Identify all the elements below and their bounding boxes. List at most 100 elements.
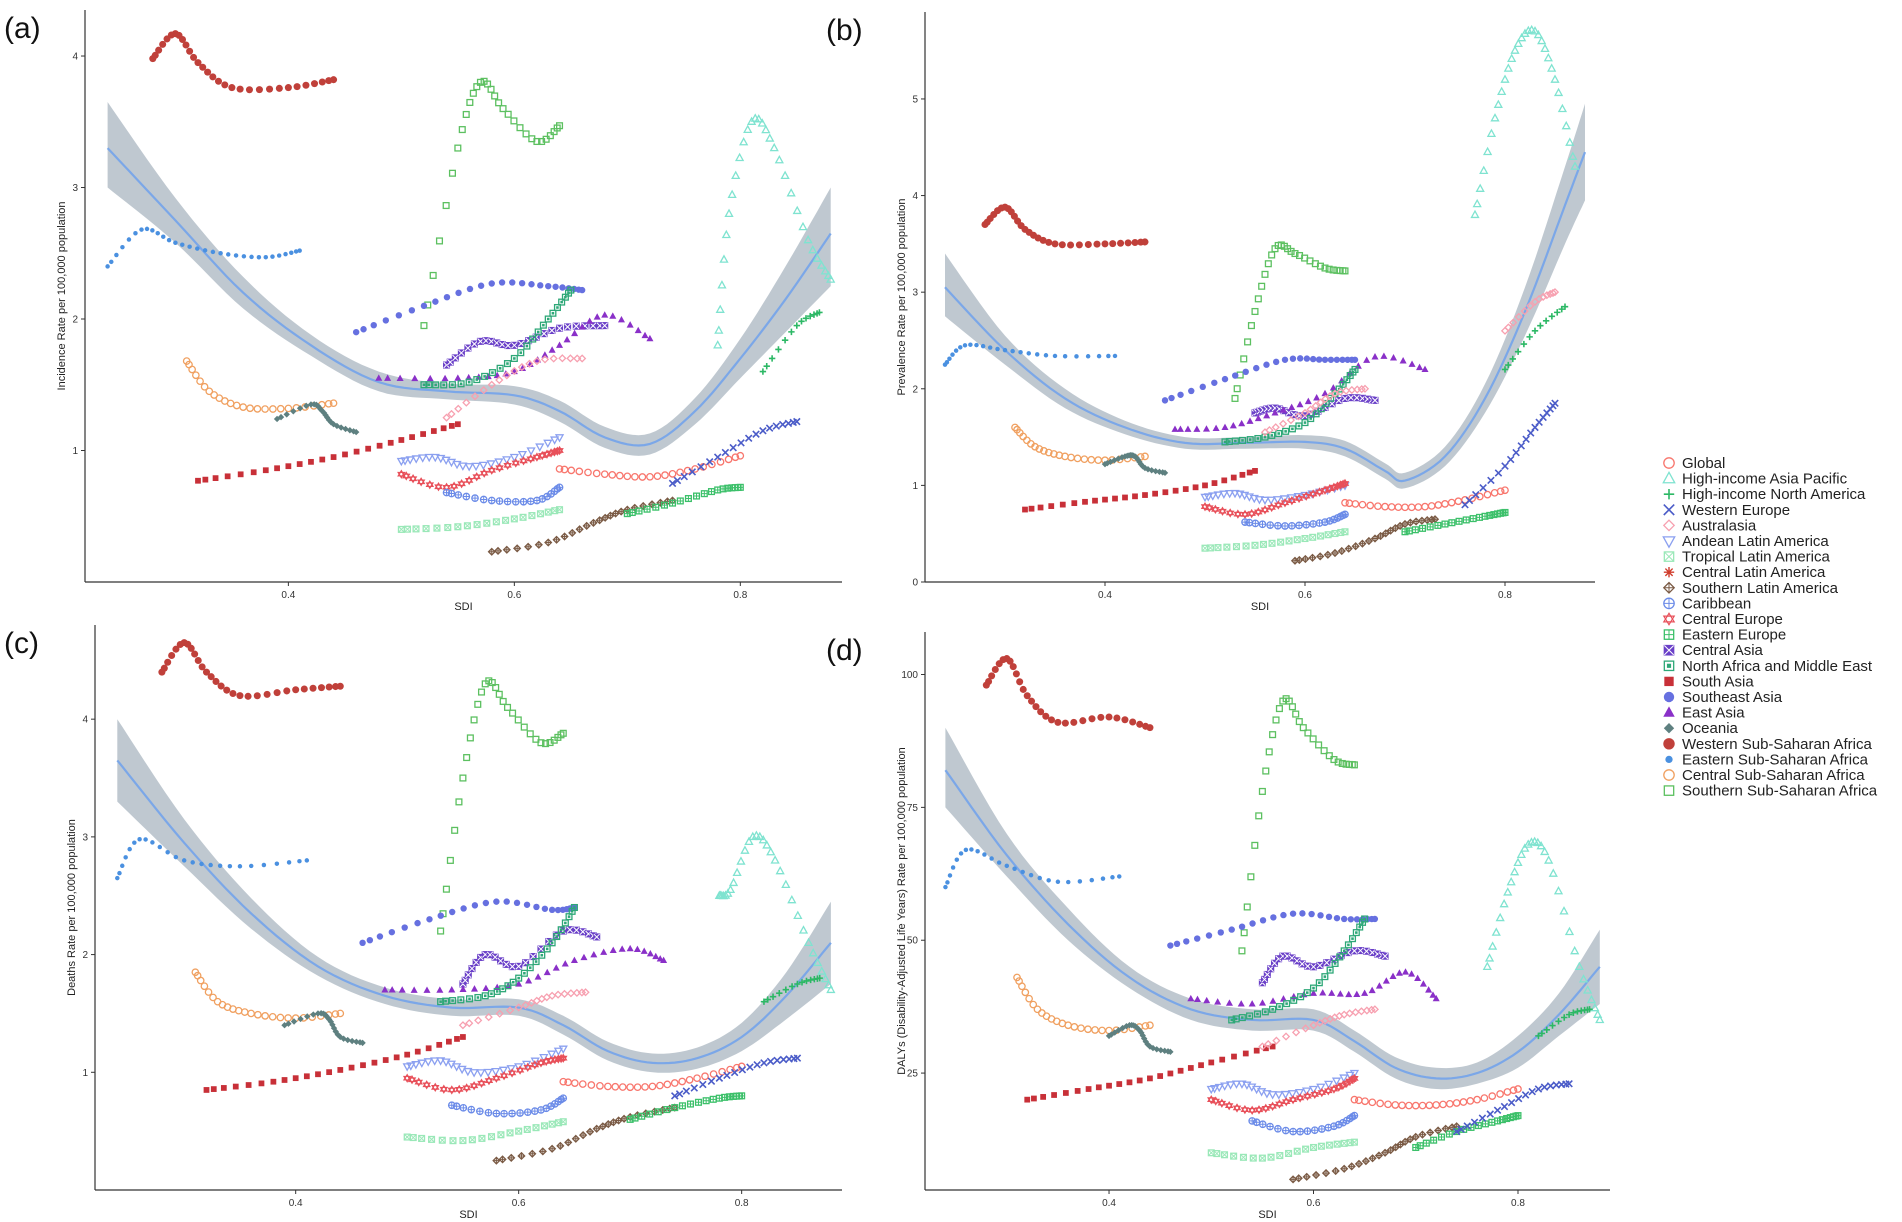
data-point xyxy=(1230,474,1237,481)
data-point xyxy=(317,684,325,692)
data-point xyxy=(281,1022,288,1029)
data-point xyxy=(1347,394,1355,402)
data-point xyxy=(192,371,200,380)
data-point xyxy=(580,953,588,961)
data-point xyxy=(1536,840,1546,850)
data-point xyxy=(1089,877,1095,883)
data-point xyxy=(510,515,518,523)
series-western-europe xyxy=(1452,1079,1573,1136)
data-point xyxy=(1308,910,1315,918)
series-oceania xyxy=(281,1010,366,1047)
data-point xyxy=(1469,515,1477,523)
data-point xyxy=(1251,519,1260,528)
data-point xyxy=(1481,1120,1489,1128)
data-point xyxy=(1026,351,1031,356)
data-point xyxy=(680,472,689,481)
data-point xyxy=(337,1067,344,1073)
data-point xyxy=(1098,1026,1106,1035)
series-caribbean xyxy=(447,1094,568,1118)
data-point xyxy=(1366,501,1375,510)
data-point xyxy=(1224,1100,1234,1111)
data-point xyxy=(459,774,467,782)
data-point xyxy=(503,360,511,368)
series-high-income-north-america xyxy=(1535,1006,1593,1040)
data-point xyxy=(412,525,420,533)
data-point xyxy=(1194,935,1201,942)
data-point xyxy=(670,1092,679,1100)
data-point xyxy=(634,326,642,334)
series-central-asia xyxy=(443,322,609,369)
data-point xyxy=(1020,869,1025,875)
data-point xyxy=(1386,1145,1395,1155)
data-point xyxy=(309,684,317,692)
data-point xyxy=(1339,356,1346,363)
data-point xyxy=(403,525,412,533)
data-point xyxy=(1247,1105,1257,1115)
data-point xyxy=(1418,524,1427,532)
data-point xyxy=(221,81,229,89)
data-point xyxy=(304,858,310,863)
data-point xyxy=(447,409,456,419)
y-tick-label: 2 xyxy=(912,384,918,395)
data-point xyxy=(1389,354,1398,361)
data-point xyxy=(330,76,338,84)
y-tick-label: 3 xyxy=(72,183,78,194)
x-axis-label: SDI xyxy=(454,601,472,613)
data-point xyxy=(1106,1082,1112,1089)
data-point xyxy=(1347,916,1355,923)
data-point xyxy=(1371,396,1379,404)
data-point xyxy=(1272,716,1280,724)
data-point xyxy=(1315,1018,1324,1027)
data-point xyxy=(640,947,648,954)
series-high-income-asia-pacific xyxy=(1470,24,1580,219)
data-point xyxy=(1367,1005,1376,1014)
series-southern-latin-america xyxy=(492,1103,679,1165)
data-point xyxy=(1380,352,1388,359)
data-point xyxy=(1561,303,1569,310)
data-point xyxy=(595,516,604,525)
data-point xyxy=(454,491,463,499)
data-point xyxy=(1311,1170,1321,1180)
data-point xyxy=(1313,394,1321,401)
data-point xyxy=(430,428,437,434)
data-point xyxy=(1399,357,1407,364)
data-point xyxy=(1094,456,1103,464)
data-point xyxy=(318,78,326,86)
data-point xyxy=(198,663,206,671)
data-point xyxy=(418,1134,426,1142)
data-point xyxy=(1543,52,1553,62)
legend-label: Tropical Latin America xyxy=(1682,549,1830,566)
data-point xyxy=(209,73,217,81)
data-point xyxy=(1301,1024,1310,1033)
data-point xyxy=(556,1141,565,1150)
data-point xyxy=(584,468,592,477)
data-point xyxy=(1526,429,1535,437)
data-point xyxy=(1044,448,1053,457)
data-point xyxy=(502,960,510,968)
data-point xyxy=(947,873,953,878)
data-point xyxy=(425,480,435,490)
data-point xyxy=(1387,503,1396,511)
data-point xyxy=(1316,961,1324,969)
data-point xyxy=(1361,1097,1369,1106)
data-point xyxy=(1514,1112,1522,1120)
data-point xyxy=(1016,678,1024,686)
data-point xyxy=(375,374,383,381)
data-point xyxy=(715,304,725,313)
data-point xyxy=(1254,295,1262,303)
data-point xyxy=(1395,969,1403,976)
data-point xyxy=(232,1083,239,1090)
data-point xyxy=(1324,1086,1333,1096)
data-point xyxy=(601,311,609,318)
data-point xyxy=(1593,1009,1603,1018)
data-point xyxy=(237,864,243,869)
data-point xyxy=(1261,1008,1269,1016)
data-point xyxy=(503,703,512,711)
data-point xyxy=(1269,731,1277,739)
data-point xyxy=(1341,394,1349,402)
data-point xyxy=(1177,391,1184,398)
series-southeast-asia xyxy=(352,279,586,336)
legend-item-caribbean: Caribbean xyxy=(1663,595,1751,612)
data-point xyxy=(1261,433,1269,441)
